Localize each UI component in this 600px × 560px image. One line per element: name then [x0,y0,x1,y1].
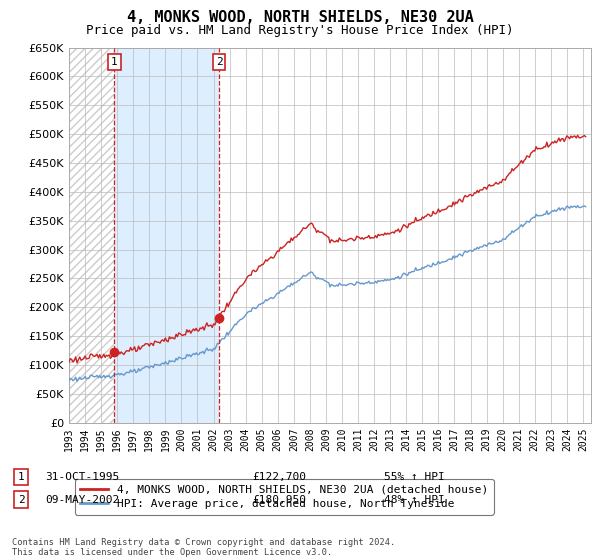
Text: 1: 1 [17,472,25,482]
Text: Contains HM Land Registry data © Crown copyright and database right 2024.
This d: Contains HM Land Registry data © Crown c… [12,538,395,557]
Text: 1: 1 [111,57,118,67]
Text: 48% ↑ HPI: 48% ↑ HPI [384,494,445,505]
Text: 2: 2 [17,494,25,505]
Text: 4, MONKS WOOD, NORTH SHIELDS, NE30 2UA: 4, MONKS WOOD, NORTH SHIELDS, NE30 2UA [127,10,473,25]
Bar [115,48,220,423]
Text: Price paid vs. HM Land Registry's House Price Index (HPI): Price paid vs. HM Land Registry's House … [86,24,514,36]
Bar [69,48,115,423]
Text: 09-MAY-2002: 09-MAY-2002 [45,494,119,505]
Legend: 4, MONKS WOOD, NORTH SHIELDS, NE30 2UA (detached house), HPI: Average price, det: 4, MONKS WOOD, NORTH SHIELDS, NE30 2UA (… [74,479,494,515]
Text: 31-OCT-1995: 31-OCT-1995 [45,472,119,482]
Text: £180,950: £180,950 [252,494,306,505]
Text: 2: 2 [216,57,223,67]
Text: 55% ↑ HPI: 55% ↑ HPI [384,472,445,482]
Text: £122,700: £122,700 [252,472,306,482]
